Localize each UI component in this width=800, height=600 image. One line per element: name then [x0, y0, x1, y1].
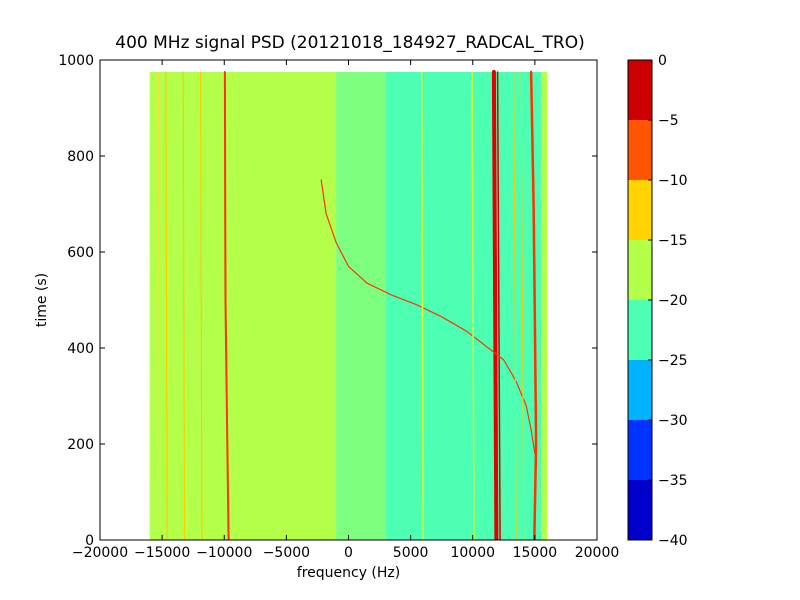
signal-trace-11	[513, 71, 517, 540]
y-tick-label: 600	[67, 245, 94, 261]
signal-trace-10	[471, 71, 475, 540]
colorbar-ticks: −40 −35 −30 −25 −20 −15 −10 −5 0	[648, 53, 688, 549]
colorbar-tick-label: −30	[658, 413, 688, 429]
signal-trace-0	[223, 71, 230, 540]
y-tick-label: 1000	[58, 53, 94, 69]
signal-trace-1	[529, 70, 538, 540]
x-tick-label: −20000	[72, 545, 128, 561]
colorbar-tick-label: −15	[658, 233, 688, 249]
signal-trace-5	[165, 71, 168, 540]
y-tick-label: 0	[85, 533, 94, 549]
x-tick-label: 0	[344, 545, 353, 561]
x-axis-ticks: −20000 −15000 −10000 −5000 0 5000 10000 15000 20…	[72, 60, 619, 561]
x-tick-label: 20000	[575, 545, 620, 561]
colorbar-tick-label: 0	[658, 53, 667, 69]
colorbar-tick-label: −5	[658, 113, 679, 129]
x-tick-label: 10000	[450, 545, 495, 561]
colorbar-tick-label: −25	[658, 353, 688, 369]
psd-region-0	[149, 72, 337, 540]
psd-region-2	[385, 72, 542, 540]
heatmap-layer	[149, 72, 548, 540]
colorbar-segment	[628, 300, 652, 360]
y-axis-ticks: 0 200 400 600 800 1000	[58, 53, 597, 549]
x-axis-label: frequency (Hz)	[297, 565, 400, 581]
colorbar-segment	[628, 480, 652, 540]
x-tick-label: −5000	[263, 545, 310, 561]
y-tick-label: 200	[67, 437, 94, 453]
colorbar-segment	[628, 180, 652, 240]
y-tick-label: 800	[67, 149, 94, 165]
psd-region-1	[336, 72, 386, 540]
colorbar-segment	[628, 60, 652, 120]
colorbar-segment	[628, 360, 652, 420]
signal-trace-2	[491, 70, 499, 540]
x-tick-label: −10000	[196, 545, 252, 561]
colorbar	[628, 60, 652, 540]
colorbar-segment	[628, 240, 652, 300]
signal-layer	[157, 70, 538, 540]
x-tick-label: −15000	[134, 545, 190, 561]
colorbar-tick-label: −20	[658, 293, 688, 309]
signal-trace-9	[421, 71, 424, 540]
signal-trace-12	[520, 71, 525, 540]
y-axis-label: time (s)	[34, 273, 50, 327]
colorbar-segment	[628, 120, 652, 180]
x-tick-label: 5000	[393, 545, 429, 561]
chart-title: 400 MHz signal PSD (20121018_184927_RADC…	[115, 33, 584, 53]
colorbar-tick-label: −10	[658, 173, 688, 189]
signal-trace-3	[496, 71, 501, 540]
colorbar-tick-label: −35	[658, 473, 688, 489]
colorbar-segment	[628, 420, 652, 480]
colorbar-tick-label: −40	[658, 533, 688, 549]
signal-trace-6	[182, 71, 186, 540]
psd-region-3	[541, 72, 548, 540]
y-tick-label: 400	[67, 341, 94, 357]
x-tick-label: 15000	[513, 545, 558, 561]
signal-trace-7	[200, 71, 203, 540]
signal-trace-8	[157, 71, 161, 540]
